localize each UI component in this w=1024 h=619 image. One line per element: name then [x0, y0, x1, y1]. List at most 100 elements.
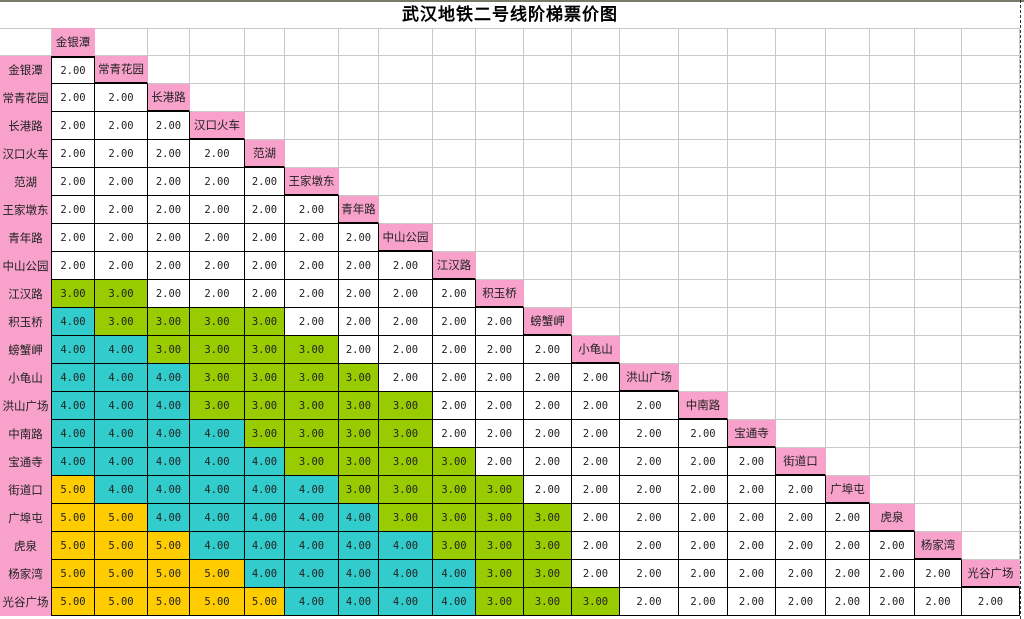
fare-cell[interactable]: 2.00 — [379, 364, 433, 392]
fare-cell[interactable]: 4.00 — [245, 504, 285, 532]
fare-cell[interactable]: 2.00 — [679, 448, 728, 476]
fare-cell[interactable]: 4.00 — [95, 336, 148, 364]
fare-cell[interactable]: 2.00 — [433, 336, 476, 364]
fare-cell[interactable]: 2.00 — [679, 420, 728, 448]
fare-cell[interactable]: 3.00 — [476, 588, 524, 616]
fare-cell[interactable]: 2.00 — [524, 364, 572, 392]
fare-cell[interactable]: 2.00 — [728, 448, 776, 476]
fare-cell[interactable]: 4.00 — [148, 364, 190, 392]
fare-cell[interactable]: 5.00 — [148, 588, 190, 616]
fare-cell[interactable]: 2.00 — [620, 532, 679, 560]
fare-cell[interactable]: 2.00 — [572, 364, 620, 392]
fare-cell[interactable]: 5.00 — [52, 532, 95, 560]
fare-cell[interactable]: 2.00 — [148, 112, 190, 140]
fare-cell[interactable]: 2.00 — [245, 168, 285, 196]
fare-cell[interactable]: 3.00 — [148, 308, 190, 336]
fare-cell[interactable]: 3.00 — [339, 364, 379, 392]
fare-cell[interactable]: 2.00 — [433, 308, 476, 336]
fare-cell[interactable]: 2.00 — [433, 280, 476, 308]
fare-cell[interactable]: 5.00 — [95, 588, 148, 616]
fare-cell[interactable]: 2.00 — [285, 224, 339, 252]
fare-cell[interactable]: 2.00 — [52, 56, 95, 84]
fare-cell[interactable]: 2.00 — [524, 476, 572, 504]
fare-cell[interactable]: 2.00 — [679, 588, 728, 616]
fare-cell[interactable]: 2.00 — [620, 504, 679, 532]
fare-cell[interactable]: 3.00 — [339, 476, 379, 504]
fare-cell[interactable]: 2.00 — [339, 224, 379, 252]
fare-cell[interactable]: 3.00 — [572, 588, 620, 616]
fare-cell[interactable]: 2.00 — [728, 504, 776, 532]
fare-cell[interactable]: 2.00 — [379, 336, 433, 364]
fare-cell[interactable]: 3.00 — [95, 308, 148, 336]
fare-cell[interactable]: 4.00 — [190, 532, 245, 560]
fare-cell[interactable]: 3.00 — [524, 504, 572, 532]
fare-cell[interactable]: 2.00 — [245, 280, 285, 308]
fare-cell[interactable]: 4.00 — [52, 392, 95, 420]
fare-cell[interactable]: 3.00 — [245, 392, 285, 420]
fare-cell[interactable]: 2.00 — [776, 532, 826, 560]
fare-cell[interactable]: 2.00 — [776, 476, 826, 504]
fare-cell[interactable]: 2.00 — [476, 392, 524, 420]
fare-cell[interactable]: 3.00 — [379, 420, 433, 448]
fare-cell[interactable]: 2.00 — [285, 252, 339, 280]
fare-cell[interactable]: 4.00 — [190, 448, 245, 476]
fare-cell[interactable]: 3.00 — [190, 308, 245, 336]
fare-cell[interactable]: 5.00 — [52, 504, 95, 532]
fare-cell[interactable]: 2.00 — [679, 560, 728, 588]
fare-cell[interactable]: 4.00 — [95, 476, 148, 504]
fare-cell[interactable]: 2.00 — [776, 560, 826, 588]
fare-cell[interactable]: 2.00 — [339, 336, 379, 364]
fare-cell[interactable]: 2.00 — [95, 140, 148, 168]
fare-cell[interactable]: 4.00 — [148, 448, 190, 476]
fare-cell[interactable]: 5.00 — [95, 560, 148, 588]
fare-cell[interactable]: 2.00 — [572, 560, 620, 588]
fare-cell[interactable]: 2.00 — [148, 252, 190, 280]
fare-cell[interactable]: 4.00 — [379, 560, 433, 588]
fare-cell[interactable]: 2.00 — [190, 168, 245, 196]
fare-cell[interactable]: 2.00 — [870, 560, 915, 588]
fare-cell[interactable]: 2.00 — [52, 196, 95, 224]
fare-cell[interactable]: 4.00 — [95, 392, 148, 420]
fare-cell[interactable]: 5.00 — [190, 588, 245, 616]
fare-cell[interactable]: 2.00 — [339, 280, 379, 308]
fare-cell[interactable]: 4.00 — [245, 532, 285, 560]
fare-cell[interactable]: 2.00 — [962, 588, 1020, 616]
fare-cell[interactable]: 2.00 — [728, 560, 776, 588]
fare-cell[interactable]: 5.00 — [52, 588, 95, 616]
fare-cell[interactable]: 4.00 — [245, 560, 285, 588]
fare-cell[interactable]: 2.00 — [285, 196, 339, 224]
fare-cell[interactable]: 2.00 — [245, 196, 285, 224]
fare-cell[interactable]: 2.00 — [620, 392, 679, 420]
fare-cell[interactable]: 2.00 — [52, 168, 95, 196]
fare-cell[interactable]: 3.00 — [285, 364, 339, 392]
fare-cell[interactable]: 2.00 — [679, 504, 728, 532]
fare-cell[interactable]: 3.00 — [339, 420, 379, 448]
fare-cell[interactable]: 4.00 — [95, 420, 148, 448]
fare-cell[interactable]: 2.00 — [148, 196, 190, 224]
fare-cell[interactable]: 2.00 — [52, 84, 95, 112]
fare-cell[interactable]: 2.00 — [524, 336, 572, 364]
fare-cell[interactable]: 3.00 — [52, 280, 95, 308]
fare-cell[interactable]: 5.00 — [52, 560, 95, 588]
fare-cell[interactable]: 2.00 — [476, 364, 524, 392]
fare-cell[interactable]: 4.00 — [285, 588, 339, 616]
fare-cell[interactable]: 3.00 — [379, 504, 433, 532]
fare-cell[interactable]: 4.00 — [148, 504, 190, 532]
fare-cell[interactable]: 3.00 — [379, 392, 433, 420]
fare-cell[interactable]: 3.00 — [379, 448, 433, 476]
fare-cell[interactable]: 2.00 — [776, 588, 826, 616]
fare-cell[interactable]: 2.00 — [433, 420, 476, 448]
fare-cell[interactable]: 3.00 — [524, 588, 572, 616]
fare-cell[interactable]: 4.00 — [339, 588, 379, 616]
fare-cell[interactable]: 2.00 — [524, 392, 572, 420]
fare-cell[interactable]: 4.00 — [190, 504, 245, 532]
fare-cell[interactable]: 2.00 — [524, 420, 572, 448]
fare-cell[interactable]: 2.00 — [776, 504, 826, 532]
fare-cell[interactable]: 4.00 — [245, 448, 285, 476]
fare-cell[interactable]: 3.00 — [285, 420, 339, 448]
fare-cell[interactable]: 3.00 — [433, 532, 476, 560]
fare-cell[interactable]: 3.00 — [433, 504, 476, 532]
fare-cell[interactable]: 5.00 — [190, 560, 245, 588]
fare-cell[interactable]: 2.00 — [476, 448, 524, 476]
fare-cell[interactable]: 4.00 — [190, 420, 245, 448]
